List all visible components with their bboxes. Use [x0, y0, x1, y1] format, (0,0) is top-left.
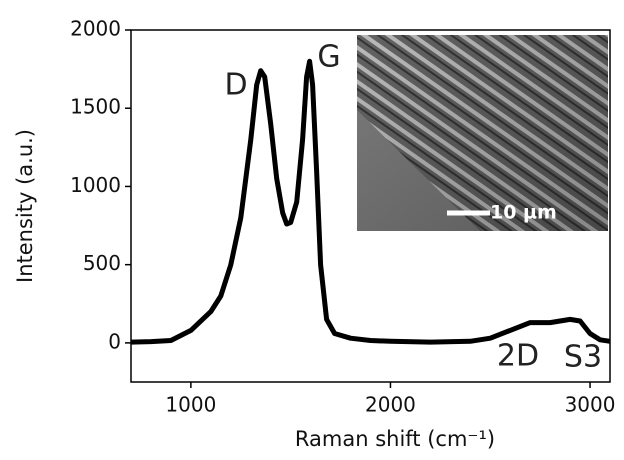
plot-frame [130, 29, 611, 383]
peak-label: D [224, 68, 247, 103]
sem-inset: 10 µm [357, 35, 608, 231]
y-tick-label: 500 [83, 251, 121, 275]
y-tick-label: 2000 [70, 17, 121, 41]
x-tick-label: 2000 [365, 393, 416, 417]
x-tick-label: 1000 [165, 393, 216, 417]
peak-label: 2D [497, 339, 539, 374]
x-tick-label: 3000 [565, 393, 616, 417]
y-axis-label: Intensity (a.u.) [13, 129, 37, 283]
scale-label: 10 µm [490, 202, 557, 224]
x-axis-label: Raman shift (cm⁻¹) [295, 427, 495, 451]
spectrum-line [130, 58, 611, 345]
y-tick-label: 1000 [70, 173, 121, 197]
peak-label: G [317, 40, 340, 75]
y-tick-label: 1500 [70, 95, 121, 119]
y-tick-label: 0 [108, 329, 121, 353]
peak-label: S3 [564, 340, 602, 375]
